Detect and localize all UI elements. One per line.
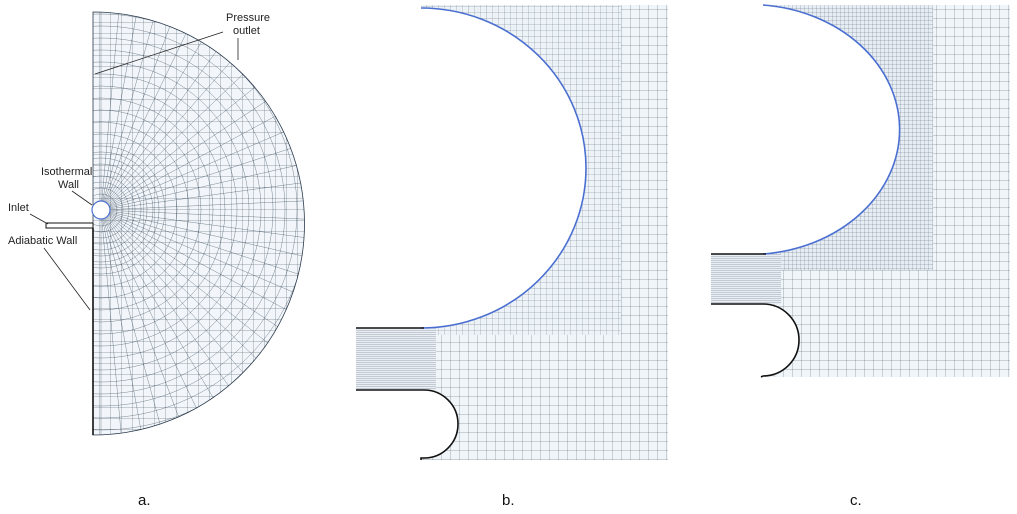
panel-a-cylinder	[91, 200, 111, 220]
isothermal-wall-label-2: Wall	[58, 179, 79, 191]
mesh-radial-line	[100, 12, 193, 211]
mesh-ring	[93, 37, 274, 383]
mesh-radial-line	[100, 209, 305, 291]
mesh-radial-line	[100, 12, 148, 211]
inlet-label: Inlet	[8, 202, 29, 214]
panel-b-inlet-region	[356, 328, 436, 390]
mesh-ring	[93, 12, 305, 431]
mesh-ring	[93, 151, 160, 269]
panel-a: Pressure outlet Isothermal Wall Inlet Ad…	[8, 11, 305, 509]
panel-c-cylinder	[711, 5, 900, 254]
mesh-ring	[93, 157, 154, 263]
mesh-ring	[93, 121, 190, 299]
mesh-radial-line	[100, 198, 305, 211]
mesh-ring	[93, 61, 250, 359]
mesh-ring	[93, 193, 118, 227]
mesh-radial-line	[100, 209, 305, 246]
mesh-ring	[93, 73, 238, 347]
mesh-ring	[93, 163, 148, 257]
mesh-radial-line	[100, 209, 148, 435]
panel-a-caption: a.	[138, 492, 151, 509]
panel-b-lower-bump	[356, 390, 458, 460]
mesh-ring	[93, 181, 130, 239]
pressure-outlet-label-2: outlet	[233, 25, 260, 37]
mesh-ring	[93, 12, 305, 419]
mesh-radial-line	[100, 209, 305, 269]
mesh-radial-line	[100, 209, 171, 435]
mesh-radial-line	[100, 209, 193, 435]
adiabatic-wall-label: Adiabatic Wall	[8, 235, 77, 247]
mesh-ring	[93, 13, 298, 407]
mesh-radial-line	[100, 151, 305, 211]
mesh-radial-line	[100, 174, 305, 211]
panel-c-lower-bump	[711, 304, 799, 377]
panel-c-inlet-region	[711, 254, 781, 304]
panel-c-caption: c.	[850, 492, 862, 509]
panel-b-cylinder	[356, 5, 586, 328]
inlet-leader	[29, 213, 49, 225]
mesh-radial-line	[100, 209, 305, 222]
mesh-radial-line	[100, 209, 125, 435]
mesh-ring	[93, 175, 136, 245]
mesh-radial-line	[100, 209, 254, 421]
mesh-ring	[93, 145, 166, 275]
panel-a-inlet-channel	[45, 222, 94, 229]
mesh-ring	[93, 169, 142, 251]
isothermal-wall-leader	[71, 190, 93, 206]
mesh-ring	[93, 85, 226, 335]
panel-b-wall-highlight	[420, 7, 587, 329]
mesh-ring	[93, 133, 178, 287]
pressure-outlet-leader-1	[94, 31, 224, 75]
panel-b-caption: b.	[502, 492, 515, 509]
mesh-radial-line	[100, 12, 171, 211]
panel-b: b.	[356, 5, 668, 509]
panel-c-wall-highlight	[762, 4, 901, 255]
adiabatic-wall-leader	[43, 247, 91, 311]
isothermal-wall-label-1: Isothermal	[41, 166, 92, 178]
mesh-radial-line	[100, 209, 214, 435]
mesh-ring	[93, 25, 286, 395]
pressure-outlet-label-1: Pressure	[226, 12, 270, 24]
mesh-radial-line	[100, 129, 305, 211]
mesh-ring	[93, 97, 214, 323]
mesh-ring	[93, 49, 262, 371]
mesh-radial-line	[100, 209, 235, 434]
panel-c: c.	[711, 4, 1010, 509]
mesh-ring	[93, 187, 124, 233]
mesh-radial-line	[100, 12, 125, 211]
mesh-ring	[93, 109, 202, 311]
